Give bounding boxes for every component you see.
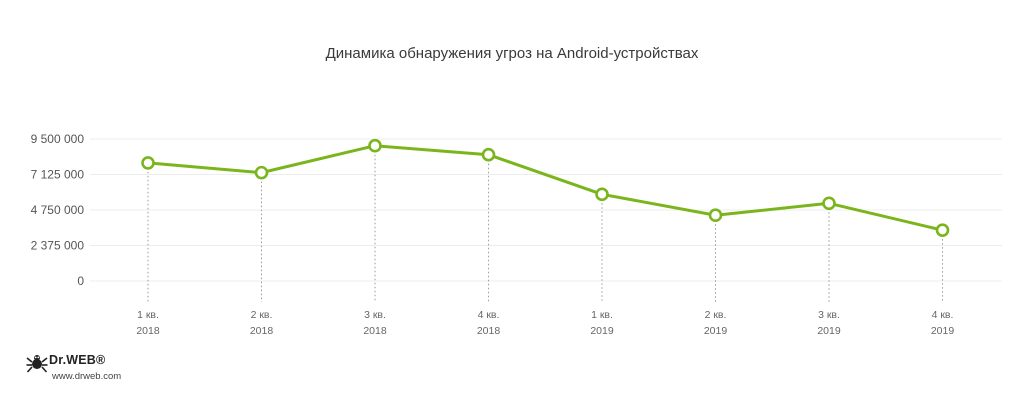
y-tick-label: 0 [77,274,84,288]
x-tick-year: 2019 [931,325,955,337]
x-tick-label: 1 кв. [137,309,159,321]
x-tick-label: 1 кв. [591,309,613,321]
x-tick-year: 2018 [363,325,387,337]
drweb-logo[interactable]: Dr.WEB® www.drweb.com [26,352,146,388]
x-tick-year: 2018 [250,325,274,337]
y-tick-label: 4 750 000 [31,203,85,217]
drop-lines [147,150,943,302]
logo-url: www.drweb.com [52,371,122,382]
x-tick-label: 3 кв. [364,309,386,321]
grid-lines [90,138,1002,282]
spider-icon [26,355,48,373]
data-point [595,187,609,202]
series-line [146,144,944,232]
x-tick-year: 2018 [477,325,501,337]
data-point [708,208,723,223]
data-point [822,196,836,211]
x-tick-label: 4 кв. [932,309,954,321]
chart-title: Динамика обнаружения угроз на Android-ус… [325,45,699,62]
x-tick-label: 4 кв. [478,309,500,321]
x-tick-year: 2019 [704,325,728,337]
data-points [141,138,950,237]
data-point [368,138,382,153]
y-tick-label: 9 500 000 [31,132,85,146]
x-tick-label: 2 кв. [251,309,273,321]
x-tick-label: 3 кв. [818,309,840,321]
data-point [141,156,155,170]
x-axis-ticks: 1 кв. 2018 2 кв. 2018 3 кв. 2018 4 кв. 2018 1 кв… [136,309,954,337]
x-tick-year: 2019 [590,325,614,337]
data-point [935,223,950,237]
data-point [481,147,496,162]
y-axis-ticks: 9 500 000 7 125 000 4 750 000 2 375 000 0 [31,132,85,288]
x-tick-year: 2018 [136,325,160,337]
y-tick-label: 7 125 000 [31,168,85,182]
logo-brand: Dr.WEB® [49,353,106,367]
y-tick-label: 2 375 000 [31,239,85,253]
series-line-group [146,144,944,232]
x-tick-label: 2 кв. [705,309,727,321]
data-point [254,165,269,180]
x-tick-year: 2019 [817,325,841,337]
